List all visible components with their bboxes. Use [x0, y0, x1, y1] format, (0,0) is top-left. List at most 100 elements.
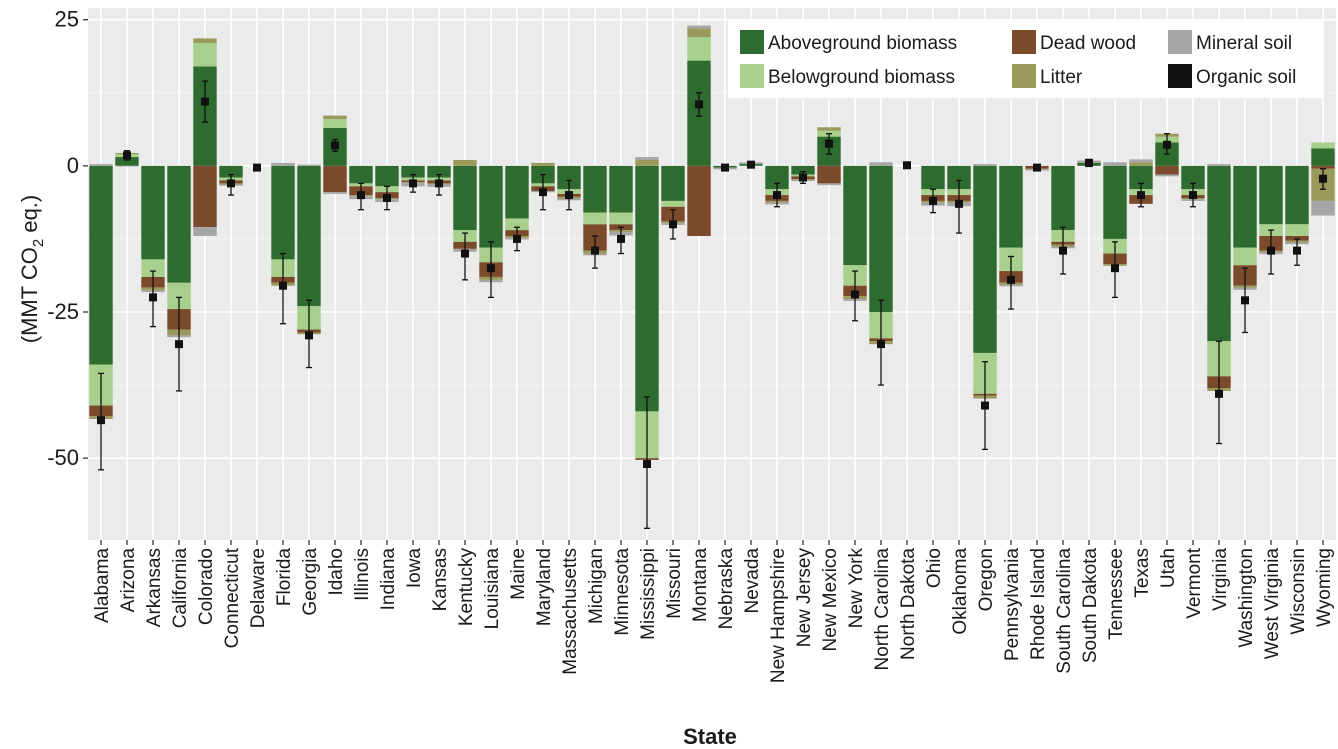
net-total-point: [305, 331, 313, 340]
x-tick-label: Florida: [274, 548, 295, 607]
bar-segment: [609, 165, 633, 213]
bar-segment: [297, 164, 321, 166]
net-total-point: [747, 160, 755, 169]
net-total-point: [409, 179, 417, 188]
bar-segment: [999, 165, 1023, 248]
bar-segment: [193, 227, 217, 236]
bar-segment: [687, 37, 711, 61]
net-total-point: [1033, 163, 1041, 172]
bar-segment: [349, 165, 373, 184]
x-tick-label: New Hampshire: [768, 548, 789, 683]
legend-label: Mineral soil: [1196, 33, 1292, 54]
bar-segment: [635, 160, 659, 166]
bar-segment: [583, 212, 607, 225]
bar-segment: [1103, 162, 1127, 166]
bar-segment: [817, 183, 841, 186]
net-total-point: [591, 246, 599, 255]
bar-segment: [1285, 165, 1309, 225]
legend-swatch: [740, 30, 764, 54]
bar-segment: [687, 25, 711, 29]
net-total-point: [175, 340, 183, 349]
x-tick-label: North Dakota: [898, 548, 919, 660]
net-total-point: [1293, 246, 1301, 255]
bar-segment: [323, 119, 347, 128]
bar-segment: [1259, 165, 1283, 225]
net-total-point: [721, 163, 729, 172]
bar-segment: [531, 162, 555, 166]
bar-segment: [115, 165, 139, 167]
net-total-point: [955, 199, 963, 208]
x-tick-label: Vermont: [1184, 547, 1205, 618]
x-tick-label: Colorado: [196, 548, 217, 625]
x-tick-label: New Mexico: [820, 548, 841, 651]
bar-segment: [271, 162, 295, 166]
bar-segment: [921, 165, 945, 190]
bar-segment: [1311, 200, 1335, 216]
bar-segment: [505, 165, 529, 219]
legend-label: Belowground biomass: [768, 67, 955, 88]
bar-segment: [557, 165, 581, 190]
bar-segment: [869, 162, 893, 166]
x-tick-label: Indiana: [378, 548, 399, 611]
net-total-point: [513, 234, 521, 243]
legend-swatch: [1012, 30, 1036, 54]
bar-segment: [323, 115, 347, 120]
net-total-point: [669, 220, 677, 229]
x-tick-label: Washington: [1236, 548, 1257, 648]
net-total-point: [877, 340, 885, 349]
net-total-point: [1111, 264, 1119, 273]
bar-segment: [89, 165, 113, 365]
x-tick-label: Missouri: [664, 548, 685, 619]
x-tick-label: West Virginia: [1262, 548, 1283, 660]
bar-segment: [375, 165, 399, 187]
y-axis-title-sub: 2: [30, 239, 47, 247]
x-axis-ticks: Alabama Arizona Arkansas California Colorado…: [92, 540, 1335, 683]
bar-segment: [193, 43, 217, 67]
x-tick-label: Pennsylvania: [1002, 548, 1023, 661]
y-tick-label: 25: [55, 7, 79, 32]
x-tick-label: California: [170, 548, 191, 629]
x-tick-label: Nebraska: [716, 548, 737, 630]
net-total-point: [903, 161, 911, 170]
x-tick-label: North Carolina: [872, 548, 893, 671]
x-tick-label: Nevada: [742, 548, 763, 614]
x-tick-label: Illinois: [352, 548, 373, 601]
y-axis-title: (MMT CO2 eq.): [17, 195, 47, 344]
bar-segment: [193, 38, 217, 44]
bar-segment: [453, 165, 477, 231]
net-total-point: [929, 196, 937, 205]
bar-segment: [973, 164, 997, 166]
bar-segment: [687, 165, 711, 236]
x-tick-label: Oregon: [976, 548, 997, 611]
error-bars: [97, 80, 1327, 529]
legend-label: Dead wood: [1040, 33, 1136, 54]
bar-segment: [1233, 247, 1257, 266]
bar-segment: [765, 165, 789, 190]
x-tick-label: Kentucky: [456, 548, 477, 627]
net-total-point: [643, 460, 651, 468]
bar-segment: [635, 165, 659, 412]
net-total-point: [773, 191, 781, 200]
bar-segment: [843, 165, 867, 266]
net-total-point: [539, 188, 547, 197]
bar-segment: [635, 157, 659, 160]
net-total-point: [565, 191, 573, 200]
x-tick-label: Utah: [1158, 548, 1179, 588]
bar-segment: [661, 200, 685, 207]
legend-swatch: [740, 64, 764, 88]
x-tick-label: Wisconsin: [1288, 548, 1309, 635]
x-tick-label: New York: [846, 548, 867, 629]
x-tick-label: Tennessee: [1106, 548, 1127, 640]
legend-label: Aboveground biomass: [768, 33, 957, 54]
net-total-point: [1189, 191, 1197, 200]
x-tick-label: Rhode Island: [1028, 548, 1049, 660]
net-total-point: [825, 139, 833, 148]
y-axis-title-tail: eq.): [17, 195, 42, 239]
x-tick-label: South Carolina: [1054, 548, 1075, 674]
x-tick-label: Georgia: [300, 548, 321, 616]
bar-segment: [219, 165, 243, 178]
bar-segment: [115, 157, 139, 166]
x-tick-label: Oklahoma: [950, 548, 971, 635]
net-total-point: [1137, 191, 1145, 200]
